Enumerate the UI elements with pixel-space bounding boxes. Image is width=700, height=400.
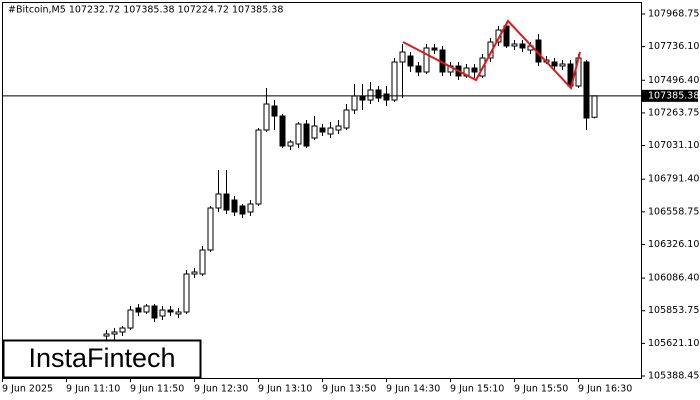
candle-body <box>367 89 374 101</box>
candle-body <box>239 205 246 215</box>
candle-body <box>111 331 118 335</box>
candle-body <box>255 129 262 205</box>
candle-body <box>511 43 518 47</box>
y-tick-label: 105388.45 <box>648 371 699 382</box>
candle-body <box>399 51 406 63</box>
candle-body <box>319 127 326 133</box>
x-tick-label: 9 Jun 15:10 <box>450 384 504 395</box>
plot-frame <box>2 2 642 379</box>
candle-body <box>231 199 238 213</box>
candle-body <box>471 67 478 73</box>
candle-body <box>343 109 350 129</box>
candle-body <box>311 125 318 139</box>
candle-body <box>183 273 190 313</box>
candle-body <box>415 65 422 73</box>
logo: InstaFintech <box>28 343 175 373</box>
candle-body <box>351 95 358 111</box>
candle-body <box>583 61 590 119</box>
y-tick-label: 107968.75 <box>648 9 699 20</box>
candle-body <box>407 55 414 67</box>
candle-body <box>207 207 214 251</box>
y-tick-label: 106558.75 <box>648 206 699 217</box>
y-tick-label: 107496.40 <box>648 75 699 86</box>
candle-body <box>127 309 134 329</box>
y-tick-label: 107031.10 <box>648 140 699 151</box>
candle-body <box>423 47 430 73</box>
y-tick-label: 105853.75 <box>648 305 699 316</box>
candle-body <box>167 309 174 313</box>
candle-body <box>199 249 206 275</box>
candle-body <box>119 327 126 333</box>
candle-body <box>503 25 510 47</box>
candle-body <box>223 193 230 211</box>
x-tick-label: 9 Jun 11:10 <box>66 384 120 395</box>
candle-body <box>383 93 390 101</box>
candle-body <box>327 127 334 135</box>
y-tick-label: 106086.40 <box>648 273 699 284</box>
y-tick-label: 106326.10 <box>648 239 699 250</box>
candle-body <box>215 193 222 209</box>
x-tick-label: 9 Jun 15:50 <box>514 384 568 395</box>
candle-body <box>495 29 502 43</box>
candle-body <box>159 309 166 317</box>
last-price-box <box>642 89 698 102</box>
x-tick-label: 9 Jun 2025 <box>2 384 53 395</box>
chart-title: #Bitcoin,M5 107232.72 107385.38 107224.7… <box>8 5 283 16</box>
candle-body <box>103 333 110 337</box>
x-tick-label: 9 Jun 16:30 <box>578 384 632 395</box>
pattern-line <box>402 19 581 91</box>
candle-body <box>391 61 398 101</box>
x-tick-label: 9 Jun 14:30 <box>386 384 440 395</box>
candle-body <box>295 123 302 145</box>
y-tick-label: 105621.10 <box>648 338 699 349</box>
candle-body <box>519 43 526 49</box>
y-tick-label: 107263.75 <box>648 107 699 118</box>
candle-body <box>151 305 158 319</box>
candle-body <box>175 311 182 315</box>
x-tick-label: 9 Jun 13:10 <box>258 384 312 395</box>
candle-body <box>271 105 278 117</box>
candle-body <box>287 141 294 147</box>
x-tick-label: 9 Jun 13:50 <box>322 384 376 395</box>
candle-body <box>335 125 342 131</box>
x-tick-label: 9 Jun 12:30 <box>194 384 248 395</box>
candle-body <box>303 123 310 147</box>
y-tick-label: 107736.10 <box>648 41 699 52</box>
y-tick-label: 106791.40 <box>648 174 699 185</box>
x-tick-label: 9 Jun 11:50 <box>130 384 184 395</box>
candle-body <box>191 271 198 275</box>
candle-body <box>247 203 254 213</box>
candle-body <box>263 103 270 131</box>
candle-body <box>551 61 558 67</box>
candle-body <box>591 95 598 118</box>
candle-body <box>135 307 142 313</box>
candle-body <box>559 63 566 67</box>
candle-body <box>375 89 382 99</box>
candle-body <box>359 95 366 101</box>
last-price-label: 107385.38 <box>648 90 699 101</box>
logo-box <box>2 339 202 379</box>
candle-body <box>279 115 286 147</box>
candle-body <box>143 305 150 313</box>
candle-body <box>431 47 438 51</box>
